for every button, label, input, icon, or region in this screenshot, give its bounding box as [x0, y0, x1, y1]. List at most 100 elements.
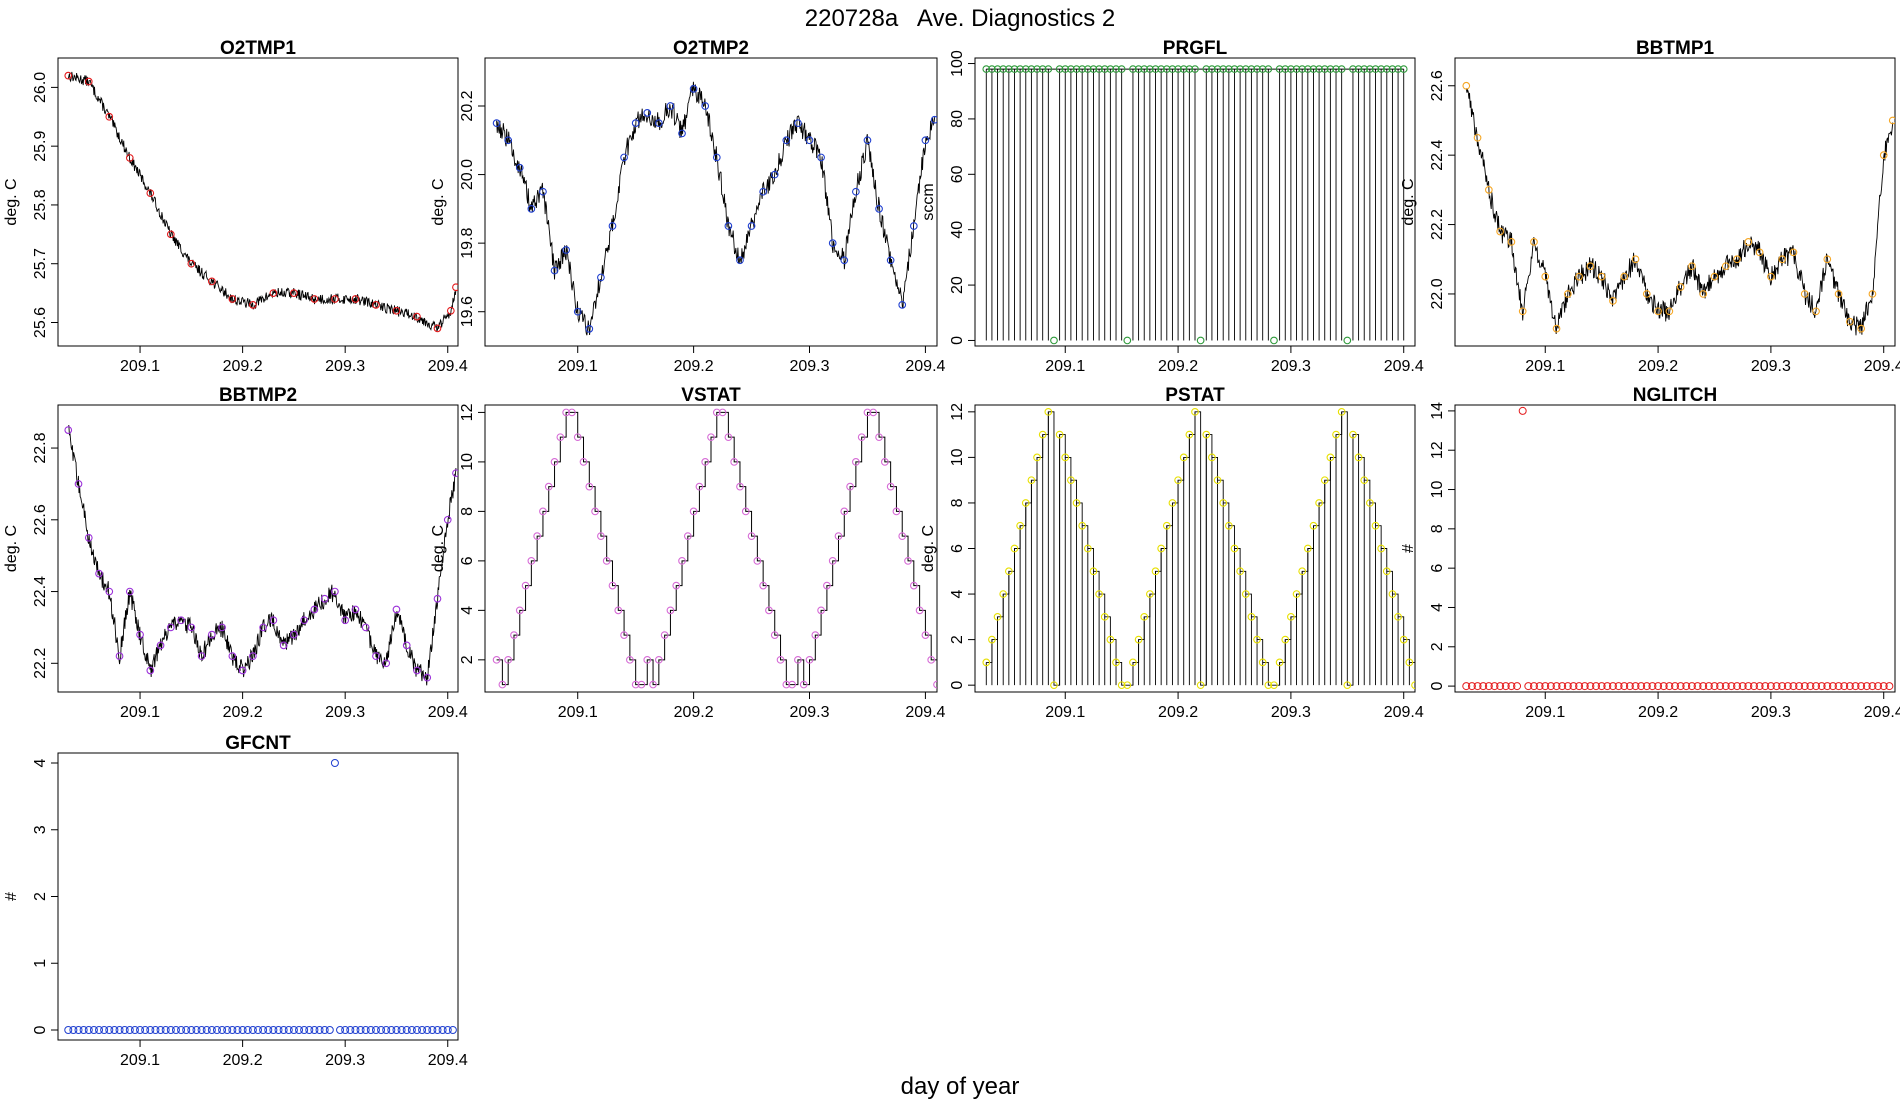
data-point	[207, 1025, 216, 1034]
data-point	[1671, 682, 1679, 691]
x-tick-label: 209.3	[789, 358, 829, 375]
data-point	[1682, 682, 1691, 691]
data-point	[1462, 682, 1471, 691]
y-tick-label: 2	[1429, 642, 1446, 651]
data-point	[880, 458, 889, 466]
data-point	[1631, 255, 1640, 264]
data-point	[736, 256, 744, 265]
data-point	[1738, 682, 1747, 691]
data-point	[64, 426, 73, 434]
y-tick-label: 40	[949, 221, 966, 239]
data-point	[1733, 682, 1742, 691]
data-point	[521, 581, 530, 590]
step-outline	[986, 411, 1415, 686]
plot-area	[982, 65, 1408, 345]
data-point	[1303, 65, 1312, 73]
data-point	[279, 641, 288, 650]
data-point	[1112, 658, 1120, 667]
data-point	[1343, 336, 1352, 345]
y-tick-label: 80	[949, 110, 966, 128]
data-point	[233, 1025, 242, 1034]
data-point	[259, 623, 267, 632]
data-point	[1185, 65, 1194, 73]
data-point	[1665, 307, 1674, 316]
x-tick-label: 209.2	[223, 704, 263, 721]
data-point	[428, 1025, 437, 1034]
data-point	[1609, 297, 1617, 305]
y-tick-label: 20	[949, 276, 966, 294]
data-point	[1162, 65, 1171, 73]
data-point	[95, 1025, 104, 1034]
data-point	[999, 65, 1008, 73]
data-point	[264, 1025, 273, 1034]
data-point	[1050, 681, 1058, 690]
data-point	[1067, 65, 1075, 73]
data-point	[1388, 590, 1397, 598]
data-point	[544, 482, 553, 491]
data-point	[753, 557, 762, 565]
data-point	[1716, 682, 1725, 691]
data-point	[730, 458, 739, 466]
data-point	[568, 408, 576, 417]
series-line-O2TMP1	[67, 71, 457, 332]
y-tick-label: 20.2	[459, 90, 476, 121]
data-point	[295, 1025, 304, 1034]
data-point	[654, 655, 663, 664]
y-tick-label: 1	[32, 959, 49, 968]
data-point	[1230, 544, 1239, 553]
data-point	[1778, 255, 1787, 264]
y-tick-label: 25.6	[32, 307, 49, 338]
data-point	[1648, 682, 1657, 691]
data-point	[371, 1025, 380, 1034]
data-point	[1061, 65, 1070, 73]
data-point	[1366, 65, 1374, 73]
plot-frame	[1454, 404, 1896, 693]
data-point	[562, 408, 570, 417]
data-point	[1761, 682, 1770, 691]
data-point	[898, 532, 907, 540]
data-point	[654, 119, 663, 127]
data-point	[202, 1025, 211, 1034]
data-point	[136, 630, 144, 639]
data-point	[1202, 65, 1211, 73]
data-point	[1484, 682, 1493, 691]
data-point	[1676, 283, 1685, 291]
data-point	[1224, 521, 1233, 530]
data-point	[1129, 65, 1137, 73]
data-point	[1343, 681, 1352, 690]
x-tick-label: 209.2	[1638, 358, 1678, 375]
data-point	[1213, 476, 1222, 485]
panel-title: VSTAT	[681, 385, 741, 406]
data-point	[707, 433, 715, 442]
y-axis-label: #	[3, 892, 20, 901]
data-point	[620, 153, 628, 162]
data-point	[1659, 682, 1668, 691]
staircase-line	[496, 411, 937, 686]
data-point	[1287, 65, 1295, 73]
data-point	[608, 222, 617, 230]
plot-frame	[484, 57, 938, 347]
data-point	[909, 222, 918, 230]
y-tick-label: 6	[459, 556, 476, 565]
data-point	[556, 433, 565, 442]
data-point	[1563, 682, 1572, 691]
data-point	[259, 1025, 268, 1034]
data-point	[1834, 290, 1843, 298]
y-tick-label: 10	[459, 453, 476, 471]
data-point	[161, 1025, 170, 1034]
data-point	[1044, 407, 1053, 416]
data-point	[115, 652, 124, 660]
data-point	[1196, 681, 1205, 690]
data-point	[218, 1025, 227, 1034]
data-point	[238, 666, 247, 675]
data-point	[64, 1025, 73, 1034]
data-point	[84, 1025, 93, 1034]
panel-gfcnt: GFCNT #209.1 209.2 209.3 209.4 0 1 2 3 4	[3, 733, 468, 1069]
data-point	[1038, 430, 1047, 439]
data-point	[1281, 635, 1290, 644]
data-point	[988, 635, 996, 644]
data-point	[1230, 65, 1239, 73]
data-point	[1783, 682, 1792, 691]
plot-area	[1462, 81, 1895, 336]
data-point	[492, 655, 501, 664]
